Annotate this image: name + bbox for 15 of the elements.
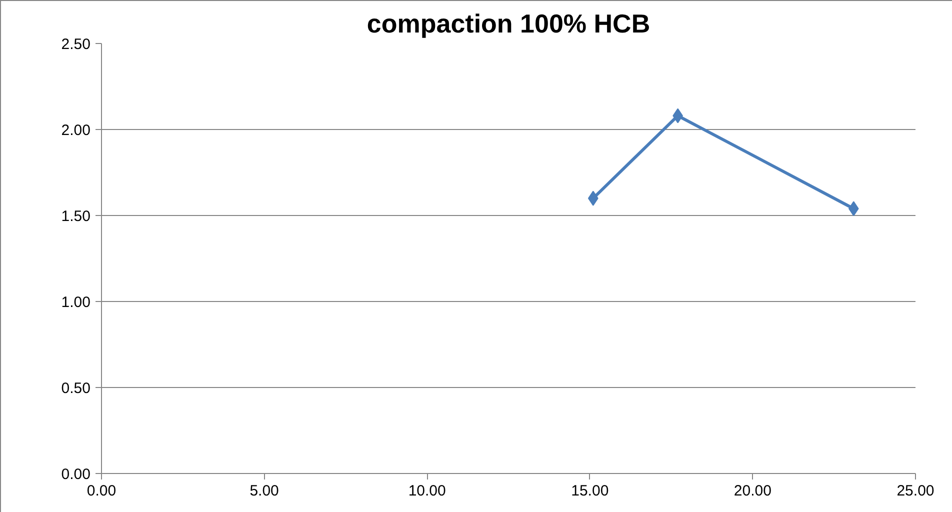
y-tick-label: 2.00 — [61, 122, 91, 139]
y-tick-label: 2.50 — [61, 36, 91, 53]
x-tick-label: 0.00 — [86, 482, 116, 500]
x-tick-label: 20.00 — [734, 482, 772, 500]
x-tick-label: 15.00 — [571, 482, 609, 500]
y-tick-label: 1.50 — [61, 208, 91, 225]
x-tick-label: 5.00 — [250, 482, 279, 500]
x-tick-label: 10.00 — [408, 482, 446, 500]
y-tick-label: 1.00 — [61, 294, 91, 311]
point — [588, 190, 598, 206]
point — [848, 201, 859, 216]
x-tick-label: 25.00 — [896, 482, 934, 500]
chart-title: compaction 100% HCB — [366, 8, 650, 38]
y-tick-label: 0.50 — [61, 380, 91, 397]
y-tick-label: 0.00 — [61, 466, 91, 483]
